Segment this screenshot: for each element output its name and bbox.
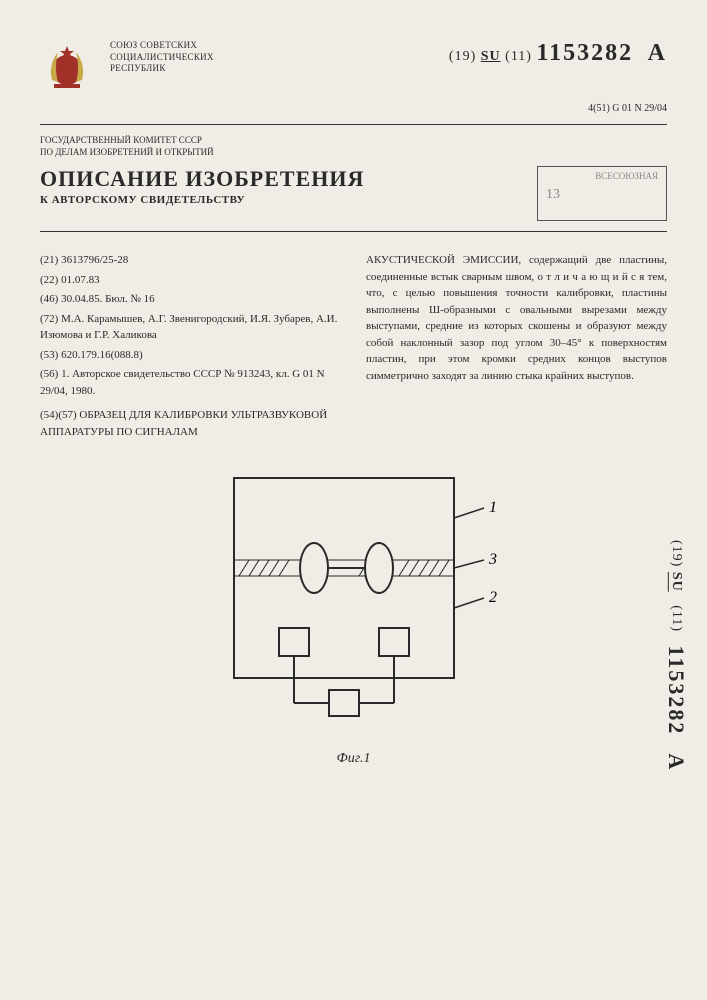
org-line: РЕСПУБЛИК [110,63,434,75]
pub-prefix: (19) [449,49,476,64]
abstract-text: АКУСТИЧЕСКОЙ ЭМИССИИ, содержащий две пла… [366,252,667,384]
stamp-text: ВСЕСОЮЗНАЯ [546,171,658,181]
committee-line: ГОСУДАРСТВЕННЫЙ КОМИТЕТ СССР [40,135,707,147]
pub-country: SU [481,49,501,64]
doc-title: ОПИСАНИЕ ИЗОБРЕТЕНИЯ [40,166,517,192]
field-54: (54)(57) ОБРАЗЕЦ ДЛЯ КАЛИБРОВКИ УЛЬТРАЗВ… [40,407,341,440]
side-number: 1153282 [664,646,689,736]
field-21: (21) 3613796/25-28 [40,252,341,269]
right-column: АКУСТИЧЕСКОЙ ЭМИССИИ, содержащий две пла… [366,252,667,443]
ussr-emblem [40,40,95,95]
figure-caption: Фиг.1 [184,751,524,767]
field-53: (53) 620.179.16(088.8) [40,347,341,364]
side-mid: (11) [669,605,684,632]
library-stamp: ВСЕСОЮЗНАЯ 13 [537,166,667,221]
field-22: (22) 01.07.83 [40,272,341,289]
committee: ГОСУДАРСТВЕННЫЙ КОМИТЕТ СССР ПО ДЕЛАМ ИЗ… [40,135,707,158]
left-column: (21) 3613796/25-28 (22) 01.07.83 (46) 30… [40,252,341,443]
ipc-code: 4(51) G 01 N 29/04 [0,103,667,114]
pub-mid: (11) [505,49,532,64]
org-line: СОЮЗ СОВЕТСКИХ [110,40,434,52]
fig-label-1: 1 [489,499,497,516]
side-suffix: A [664,753,689,771]
side-publication-number: (19) SU (11) 1153282 A [663,540,689,771]
publication-number: (19) SU (11) 1153282 A [449,40,667,95]
fig-label-3: 3 [488,551,497,568]
divider [40,231,667,232]
org-line: СОЦИАЛИСТИЧЕСКИХ [110,52,434,64]
committee-line: ПО ДЕЛАМ ИЗОБРЕТЕНИЙ И ОТКРЫТИЙ [40,147,707,159]
figure-1: 1 3 2 Фиг.1 [184,468,524,767]
stamp-number: 13 [546,187,658,203]
field-46: (46) 30.04.85. Бюл. № 16 [40,291,341,308]
pub-num: 1153282 [536,40,633,66]
field-72: (72) М.А. Карамышев, А.Г. Звенигородский… [40,311,341,344]
doc-subtitle: К АВТОРСКОМУ СВИДЕТЕЛЬСТВУ [40,194,517,206]
side-country: SU [669,572,684,592]
divider [40,124,667,125]
org-name: СОЮЗ СОВЕТСКИХ СОЦИАЛИСТИЧЕСКИХ РЕСПУБЛИ… [110,40,434,95]
field-56: (56) 1. Авторское свидетельство СССР № 9… [40,366,341,399]
fig-label-2: 2 [489,589,497,606]
pub-suffix: A [648,40,667,66]
side-prefix: (19) [669,540,684,567]
